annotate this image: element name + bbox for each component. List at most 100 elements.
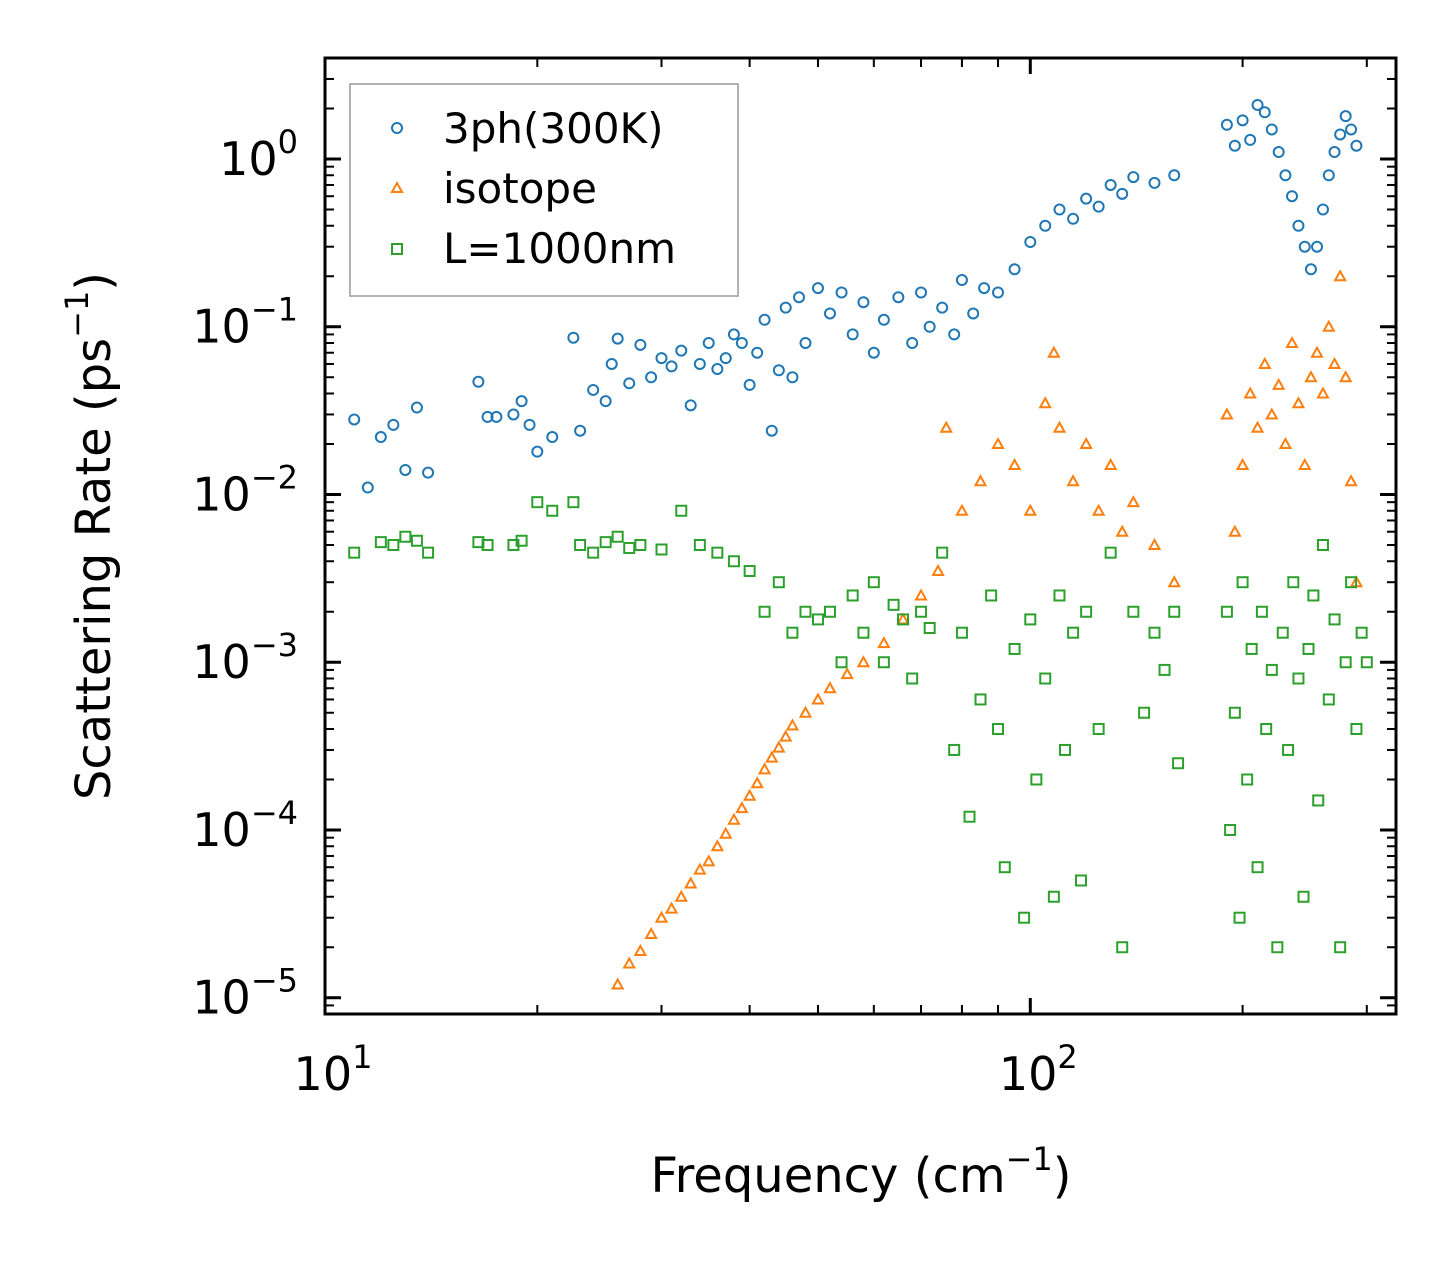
point-triangle-s1-10	[710, 839, 725, 852]
y-tick-label: 100	[219, 123, 298, 186]
point-square-s2-38	[906, 672, 919, 685]
point-circle-s0-70	[1148, 176, 1161, 189]
point-square-s2-65	[1148, 626, 1161, 639]
point-square-s2-68	[1172, 757, 1185, 770]
point-square-s2-90	[1322, 693, 1335, 706]
point-circle-s0-7	[472, 375, 485, 388]
y-axis-label: Scattering Rate (ps−1)	[58, 272, 122, 800]
point-square-s2-54	[1047, 890, 1060, 903]
point-circle-s0-80	[1279, 169, 1292, 182]
point-circle-s0-25	[665, 360, 678, 373]
point-circle-s0-90	[1339, 110, 1352, 123]
point-triangle-s1-1	[622, 956, 636, 969]
point-square-s2-73	[1236, 576, 1249, 589]
point-square-s2-86	[1302, 642, 1315, 655]
point-triangle-s1-35	[1023, 503, 1037, 516]
point-triangle-s1-37	[1047, 345, 1061, 358]
point-circle-s0-21	[623, 377, 636, 390]
point-square-s2-47	[992, 722, 1005, 735]
point-triangle-s1-63	[1327, 356, 1342, 369]
point-circle-s0-18	[599, 395, 612, 408]
point-circle-s0-40	[786, 371, 799, 384]
point-triangle-s1-53	[1265, 407, 1279, 420]
point-circle-s0-52	[915, 286, 928, 299]
point-circle-s0-83	[1298, 240, 1311, 253]
point-square-s2-92	[1334, 941, 1347, 954]
point-triangle-s1-20	[785, 718, 800, 731]
point-square-s2-62	[1116, 941, 1129, 954]
point-triangle-s1-55	[1278, 436, 1293, 449]
point-triangle-s1-4	[654, 910, 669, 923]
y-tick-label: 10−1	[192, 291, 298, 354]
point-triangle-s1-25	[856, 655, 871, 668]
point-circle-s0-29	[702, 337, 715, 350]
point-circle-s0-41	[793, 291, 806, 304]
point-square-s2-78	[1260, 722, 1273, 735]
point-square-s2-43	[955, 626, 968, 639]
point-square-s2-74	[1241, 773, 1254, 786]
point-triangle-s1-52	[1258, 356, 1272, 369]
point-square-s2-88	[1312, 794, 1325, 807]
point-circle-s0-24	[655, 352, 668, 365]
point-square-s2-4	[410, 534, 423, 547]
point-square-s2-7	[481, 538, 494, 551]
point-circle-s0-79	[1272, 146, 1285, 159]
point-square-s2-96	[1355, 626, 1368, 639]
y-tick-label: 10−5	[192, 962, 298, 1025]
point-circle-s0-0	[348, 413, 361, 426]
y-tick-label: 10−2	[192, 458, 298, 521]
point-square-s2-53	[1039, 672, 1052, 685]
point-square-s2-79	[1265, 663, 1278, 676]
point-square-s2-34	[867, 576, 880, 589]
point-circle-s0-43	[811, 282, 824, 295]
point-circle-s0-53	[923, 320, 936, 333]
point-circle-s0-84	[1304, 263, 1317, 276]
point-triangle-s1-60	[1310, 345, 1324, 358]
legend-marker-l1000nm	[391, 243, 403, 255]
point-square-s2-18	[634, 538, 647, 551]
point-triangle-s1-33	[991, 436, 1005, 449]
point-triangle-s1-41	[1091, 503, 1106, 516]
point-circle-s0-35	[751, 346, 764, 359]
point-circle-s0-36	[758, 313, 771, 326]
legend-marker-3ph	[391, 122, 403, 134]
point-square-s2-15	[599, 536, 612, 549]
point-circle-s0-14	[546, 431, 559, 444]
point-triangle-s1-31	[955, 503, 969, 516]
point-square-s2-80	[1271, 941, 1284, 954]
point-circle-s0-75	[1244, 133, 1257, 146]
legend: 3ph(300K) isotope L=1000nm	[349, 83, 739, 297]
legend-marker-isotope	[390, 180, 404, 193]
point-triangle-s1-23	[823, 681, 837, 694]
point-square-s2-87	[1307, 589, 1320, 602]
point-square-s2-40	[923, 622, 936, 635]
point-square-s2-10	[531, 496, 544, 509]
point-triangle-s1-39	[1066, 474, 1080, 487]
point-square-s2-44	[963, 810, 976, 823]
point-circle-s0-63	[1053, 203, 1066, 216]
point-circle-s0-44	[823, 307, 836, 320]
point-square-s2-24	[743, 564, 756, 577]
point-triangle-s1-57	[1291, 396, 1306, 409]
point-square-s2-58	[1074, 874, 1087, 887]
x-axis-label: Frequency (cm−1)	[650, 1140, 1071, 1204]
point-square-s2-33	[857, 626, 870, 639]
point-triangle-s1-49	[1235, 457, 1250, 470]
point-square-s2-1	[374, 536, 387, 549]
point-triangle-s1-46	[1167, 575, 1181, 588]
point-triangle-s1-6	[674, 889, 688, 902]
point-circle-s0-16	[574, 424, 587, 437]
point-square-s2-14	[587, 546, 600, 559]
point-square-s2-35	[877, 656, 890, 669]
point-triangle-s1-44	[1126, 495, 1141, 508]
point-square-s2-22	[711, 546, 724, 559]
point-circle-s0-59	[992, 286, 1005, 299]
point-circle-s0-48	[867, 346, 880, 359]
point-triangle-s1-50	[1243, 386, 1257, 399]
point-circle-s0-42	[799, 337, 812, 350]
point-square-s2-57	[1067, 626, 1080, 639]
point-circle-s0-3	[387, 418, 400, 431]
point-circle-s0-13	[531, 445, 544, 458]
point-circle-s0-20	[611, 332, 624, 345]
